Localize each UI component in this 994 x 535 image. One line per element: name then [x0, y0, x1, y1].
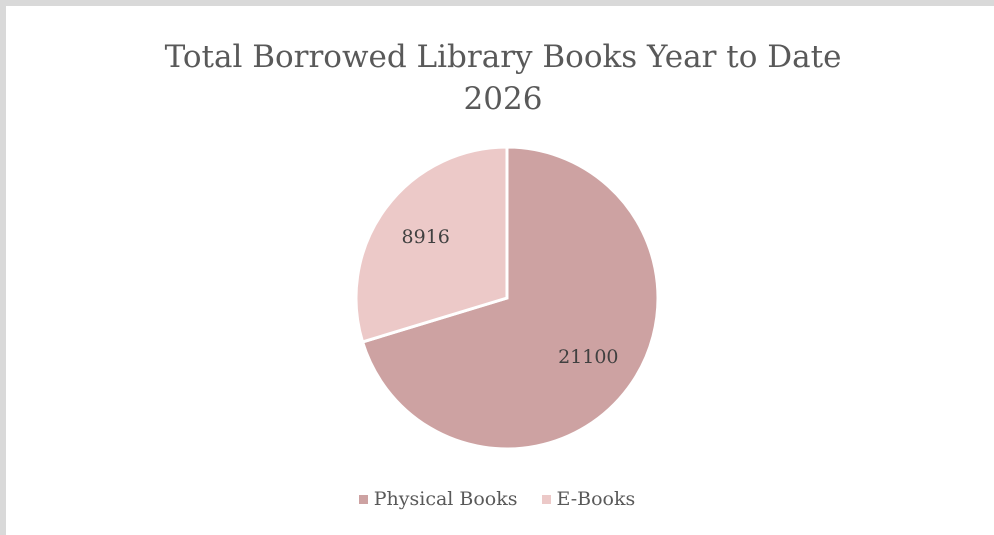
legend-label-physical-books: Physical Books [373, 488, 518, 510]
pie-slice-physical-books [360, 145, 660, 451]
pie-slice-e-books [354, 145, 509, 344]
legend-label-e-books: E-Books [556, 488, 636, 510]
legend-swatch-e-books [541, 494, 551, 504]
data-label-e-books: 8916 [402, 226, 450, 248]
data-label-physical-books: 21100 [558, 346, 618, 368]
chart-subtitle: 2026 [463, 81, 543, 117]
legend-item-physical-books: Physical Books [358, 488, 518, 510]
legend-item-e-books: E-Books [541, 488, 636, 510]
chart-title: Total Borrowed Library Books Year to Dat… [164, 39, 842, 75]
chart-legend: Physical Books E-Books [0, 488, 994, 510]
legend-swatch-physical-books [358, 494, 368, 504]
